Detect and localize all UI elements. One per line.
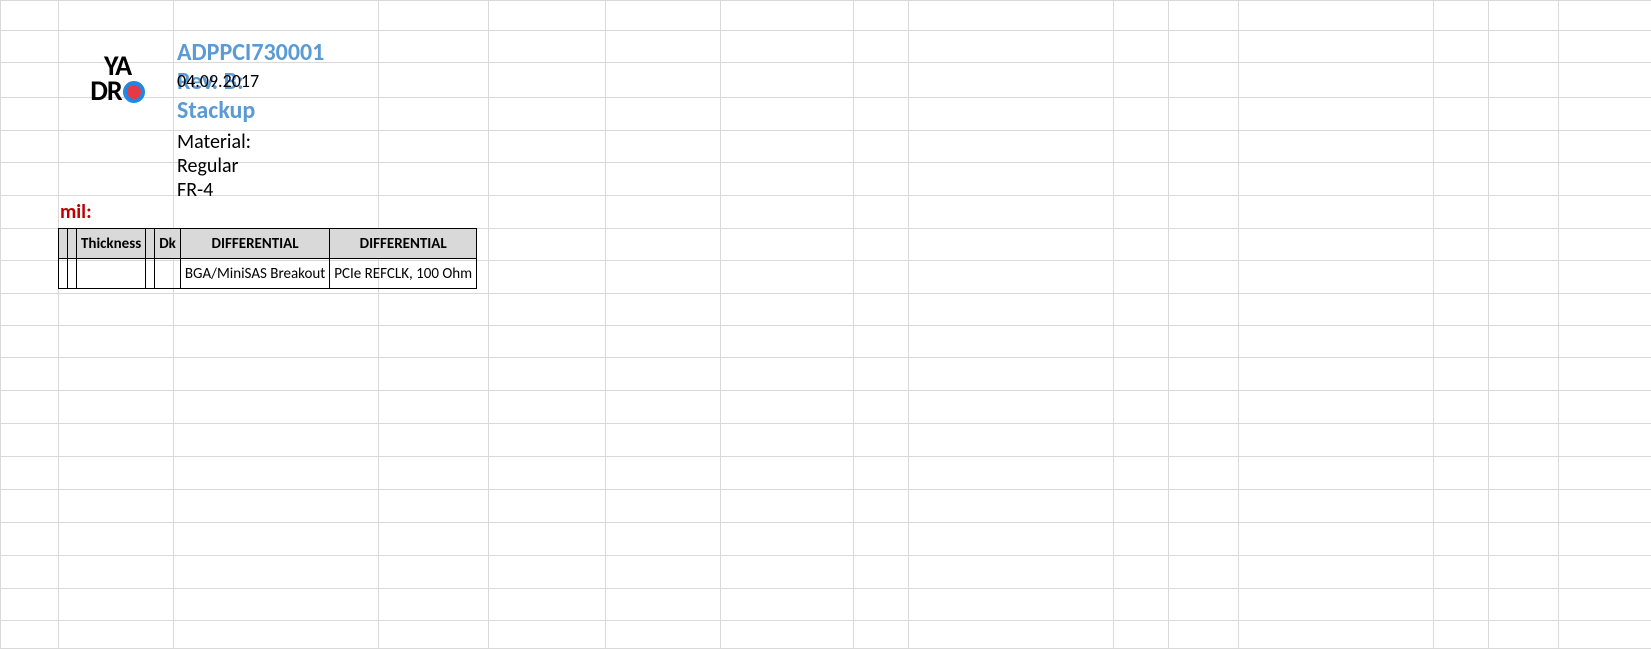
hdr-thickness: Thickness xyxy=(77,229,146,259)
logo-yadro: YA DR xyxy=(70,48,165,108)
hdr-sub2: PCIe REFCLK, 100 Ohm xyxy=(330,259,477,289)
page-date: 04.09.2017 xyxy=(177,70,259,92)
units-label: mil: xyxy=(60,200,92,224)
hdr-diff2: DIFFERENTIAL xyxy=(330,229,477,259)
hdr-desc xyxy=(68,229,77,259)
hdr2-blank xyxy=(146,259,155,289)
logo-ring-icon xyxy=(123,81,145,103)
hdr2-blank xyxy=(77,259,146,289)
logo-line2: DR xyxy=(90,78,144,103)
material-label: Material: Regular FR-4 xyxy=(177,130,251,202)
stackup-table: ThicknessDkDIFFERENTIALDIFFERENTIALBGA/M… xyxy=(58,228,477,289)
hdr2-blank xyxy=(68,259,77,289)
hdr2-blank-dk xyxy=(155,259,181,289)
hdr-stackvis xyxy=(146,229,155,259)
hdr-sub1: BGA/MiniSAS Breakout xyxy=(180,259,329,289)
spreadsheet-view: YA DR ADPPCI730001 Rev. B: Stackup 04.09… xyxy=(0,0,1651,648)
hdr-dk: Dk xyxy=(155,229,181,259)
hdr-layer xyxy=(59,229,68,259)
hdr2-blank xyxy=(59,259,68,289)
hdr-diff1: DIFFERENTIAL xyxy=(180,229,329,259)
